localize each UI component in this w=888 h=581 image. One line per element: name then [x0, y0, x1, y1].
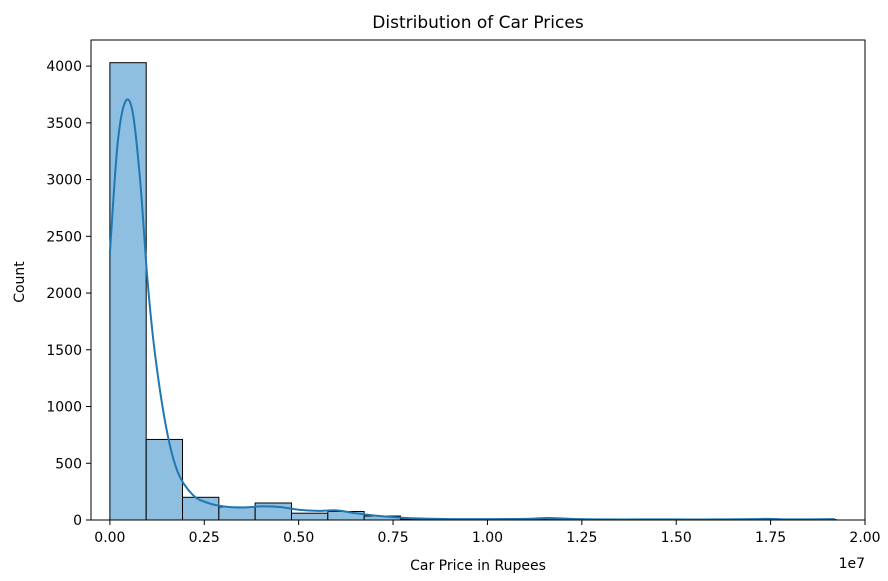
y-tick-label: 1000	[46, 400, 82, 416]
y-tick-label: 4000	[46, 59, 82, 75]
x-tick-label: 2.00	[849, 530, 880, 546]
y-axis-ticks: 0 500 1000 1500 2000 2500 3000 3500 4000	[46, 59, 91, 529]
x-axis-ticks: 0.00 0.25 0.50 0.75 1.00 1.25 1.50 1.75 2.00	[94, 520, 881, 546]
kde-curve	[108, 98, 835, 521]
y-tick-label: 1500	[46, 343, 82, 359]
histogram-bars	[109, 62, 837, 521]
x-tick-label: 1.25	[566, 530, 597, 546]
histogram-bar	[145, 438, 184, 521]
y-tick-label: 500	[55, 456, 82, 472]
chart-title: Distribution of Car Prices	[372, 13, 584, 33]
histogram-bar	[218, 506, 256, 521]
y-tick-label: 2000	[46, 286, 82, 302]
histogram-bar	[109, 62, 147, 521]
x-tick-label: 1.00	[472, 530, 503, 546]
y-tick-label: 2500	[46, 229, 82, 245]
y-tick-label: 0	[73, 513, 82, 529]
x-axis-offset-label: 1e7	[839, 556, 865, 572]
y-tick-label: 3500	[46, 116, 82, 132]
x-tick-label: 0.75	[377, 530, 408, 546]
x-tick-label: 0.25	[189, 530, 220, 546]
x-tick-label: 1.75	[755, 530, 786, 546]
x-axis-label: Car Price in Rupees	[410, 558, 546, 574]
x-tick-label: 0.00	[94, 530, 125, 546]
y-axis-label: Count	[12, 261, 28, 303]
x-tick-label: 1.50	[661, 530, 692, 546]
plot-frame	[90, 39, 866, 521]
histogram-bar	[290, 512, 329, 521]
x-tick-label: 0.50	[283, 530, 314, 546]
y-tick-label: 3000	[46, 173, 82, 189]
